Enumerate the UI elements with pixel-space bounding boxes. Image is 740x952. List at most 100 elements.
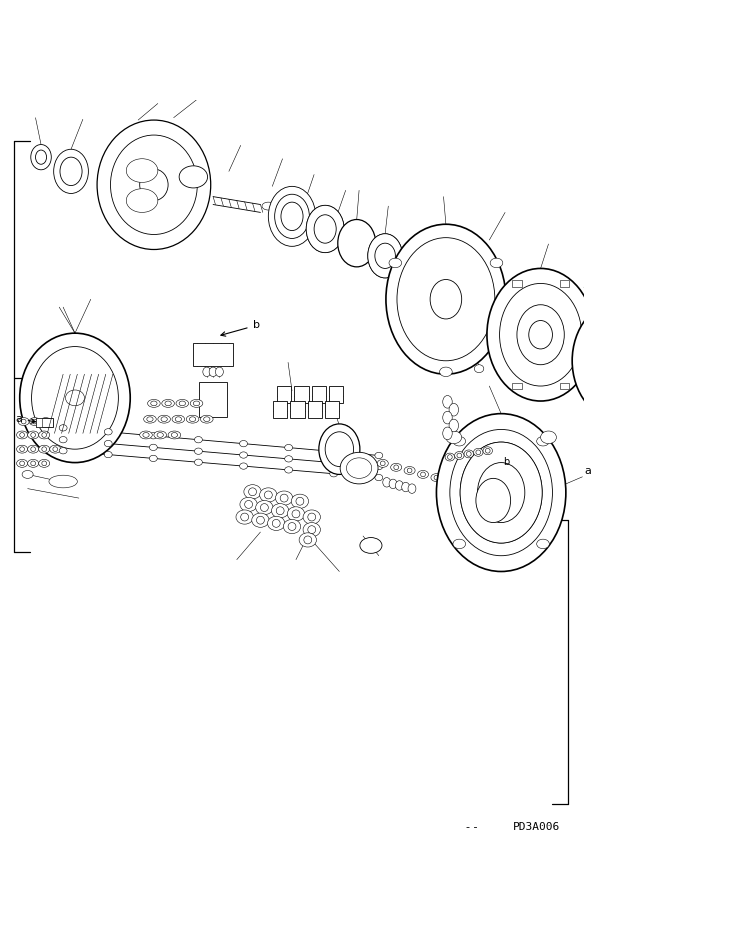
Ellipse shape <box>147 400 160 407</box>
Ellipse shape <box>32 347 118 449</box>
Ellipse shape <box>449 419 459 432</box>
Ellipse shape <box>383 478 391 487</box>
Ellipse shape <box>711 387 717 397</box>
Ellipse shape <box>280 494 288 502</box>
Ellipse shape <box>430 280 462 319</box>
Ellipse shape <box>172 415 185 423</box>
Ellipse shape <box>368 233 403 278</box>
Bar <box>325 401 340 418</box>
Ellipse shape <box>268 516 285 530</box>
Ellipse shape <box>240 452 247 458</box>
Ellipse shape <box>240 463 247 469</box>
Ellipse shape <box>27 460 38 467</box>
Ellipse shape <box>162 400 175 407</box>
Ellipse shape <box>97 120 211 249</box>
Ellipse shape <box>380 461 385 466</box>
Ellipse shape <box>340 452 378 484</box>
Ellipse shape <box>306 206 344 252</box>
Ellipse shape <box>193 401 200 406</box>
Bar <box>290 401 305 418</box>
Ellipse shape <box>275 194 309 238</box>
Ellipse shape <box>157 432 164 437</box>
Ellipse shape <box>140 431 152 439</box>
Ellipse shape <box>147 417 153 422</box>
Ellipse shape <box>29 418 40 426</box>
Ellipse shape <box>31 461 36 466</box>
Ellipse shape <box>407 468 412 473</box>
Ellipse shape <box>249 487 257 496</box>
Ellipse shape <box>303 510 320 525</box>
Ellipse shape <box>189 417 195 422</box>
Ellipse shape <box>256 501 273 515</box>
Ellipse shape <box>460 442 542 543</box>
Ellipse shape <box>285 466 292 473</box>
Ellipse shape <box>50 446 61 453</box>
Ellipse shape <box>49 475 78 487</box>
Ellipse shape <box>42 446 47 451</box>
Ellipse shape <box>285 456 292 462</box>
Ellipse shape <box>337 220 376 267</box>
Ellipse shape <box>673 354 685 371</box>
Ellipse shape <box>517 305 565 365</box>
Ellipse shape <box>260 504 269 511</box>
Ellipse shape <box>695 535 723 571</box>
Ellipse shape <box>420 472 425 477</box>
Ellipse shape <box>287 506 305 521</box>
Ellipse shape <box>262 202 275 210</box>
Ellipse shape <box>476 450 480 455</box>
Ellipse shape <box>240 513 249 521</box>
Ellipse shape <box>687 526 731 581</box>
Ellipse shape <box>151 401 157 406</box>
Ellipse shape <box>417 470 428 478</box>
Ellipse shape <box>536 437 549 446</box>
Ellipse shape <box>397 238 495 361</box>
Bar <box>559 383 569 389</box>
Ellipse shape <box>20 461 24 466</box>
Ellipse shape <box>38 431 50 439</box>
Ellipse shape <box>38 460 50 467</box>
Ellipse shape <box>281 202 303 230</box>
Ellipse shape <box>257 516 264 525</box>
Ellipse shape <box>195 459 202 466</box>
Ellipse shape <box>529 321 553 349</box>
Ellipse shape <box>375 474 383 481</box>
Ellipse shape <box>325 432 354 466</box>
Ellipse shape <box>104 441 112 446</box>
Ellipse shape <box>20 432 24 437</box>
Ellipse shape <box>272 520 280 527</box>
Ellipse shape <box>690 530 727 576</box>
Ellipse shape <box>66 390 84 406</box>
Ellipse shape <box>408 484 416 493</box>
Ellipse shape <box>608 488 671 567</box>
Ellipse shape <box>431 474 442 482</box>
Ellipse shape <box>143 432 149 437</box>
Ellipse shape <box>308 526 316 534</box>
Ellipse shape <box>272 504 289 518</box>
Ellipse shape <box>20 446 24 451</box>
Ellipse shape <box>536 539 549 548</box>
Ellipse shape <box>16 460 27 467</box>
Ellipse shape <box>474 365 484 372</box>
Ellipse shape <box>443 395 452 408</box>
Ellipse shape <box>375 464 383 469</box>
Ellipse shape <box>299 533 317 547</box>
Ellipse shape <box>179 166 207 188</box>
Ellipse shape <box>59 447 67 454</box>
Ellipse shape <box>466 451 471 456</box>
Ellipse shape <box>454 451 464 460</box>
Ellipse shape <box>16 446 27 453</box>
Ellipse shape <box>375 243 395 268</box>
Ellipse shape <box>490 258 502 268</box>
Ellipse shape <box>377 460 389 467</box>
Bar <box>512 280 522 287</box>
Ellipse shape <box>110 135 198 234</box>
Ellipse shape <box>269 187 316 247</box>
Ellipse shape <box>149 455 158 462</box>
Ellipse shape <box>161 417 167 422</box>
Ellipse shape <box>395 481 403 490</box>
Ellipse shape <box>186 415 199 423</box>
Ellipse shape <box>21 419 26 424</box>
Ellipse shape <box>127 188 158 212</box>
Ellipse shape <box>487 268 594 401</box>
Ellipse shape <box>474 448 483 456</box>
